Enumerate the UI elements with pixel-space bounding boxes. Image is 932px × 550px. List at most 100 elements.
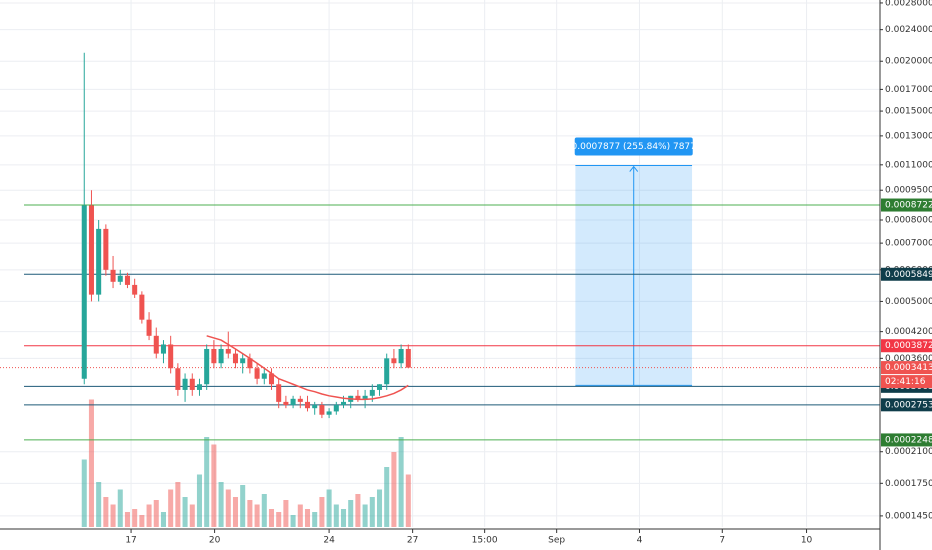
x-tick-label: 20 [209, 536, 221, 546]
y-tick-label: 0.0013000 [885, 131, 932, 141]
volume-bar [88, 399, 94, 527]
volume-bar [247, 500, 253, 527]
volume-bar [340, 509, 347, 527]
x-tick-label: 10 [801, 536, 813, 546]
volume-bar [146, 504, 152, 527]
level-tag-bg [881, 198, 932, 212]
level-tag: 0.0005849 [885, 270, 932, 280]
volume-bar [405, 474, 411, 527]
candle-body [312, 405, 318, 409]
candle-body [110, 269, 116, 282]
candle-body [355, 395, 361, 399]
candle-body [225, 348, 231, 354]
candle-body [369, 389, 375, 396]
candle-body [391, 358, 397, 364]
volume-bar [103, 497, 109, 527]
x-tick-label: 4 [637, 536, 643, 546]
y-tick-label: 0.0008000 [885, 215, 932, 225]
volume-bar [110, 504, 116, 527]
volume-bar [160, 512, 166, 527]
level-tag: 0.0003872 [885, 341, 932, 351]
candle-body [124, 275, 130, 285]
candle-body [297, 398, 303, 402]
volume-bar [326, 489, 332, 527]
volume-bar [398, 437, 404, 527]
volume-bar [168, 489, 174, 527]
moving-average [206, 335, 409, 401]
candle-body [290, 398, 296, 406]
volume-bar [348, 500, 354, 527]
level-tag: 0.0008722 [885, 201, 932, 211]
candle-body [96, 228, 102, 295]
volume-bar [139, 515, 145, 527]
volume-bar [261, 494, 267, 527]
y-tick-label: 0.0003600 [885, 354, 932, 364]
candle-body [88, 205, 94, 295]
last-price-tag: 0.0003413 [885, 363, 932, 373]
volume-bar [384, 467, 390, 527]
measure-label-bg [574, 137, 693, 156]
y-tick-label: 0.0020000 [885, 57, 932, 67]
volume-bar [362, 504, 368, 527]
x-tick-label: 24 [323, 536, 335, 546]
candle-body [326, 411, 332, 415]
x-tick-label: 7 [719, 536, 725, 546]
candle-body [362, 395, 368, 399]
candle-body [319, 405, 325, 415]
volume-bar [304, 509, 311, 527]
level-tag: 0.0002248 [885, 435, 932, 445]
candle-body [132, 284, 138, 295]
volume-bar [240, 485, 246, 527]
volume-bar [391, 452, 397, 527]
volume-bar [297, 504, 303, 527]
y-tick-label: 0.0009500 [885, 186, 932, 196]
volume-bar [182, 497, 188, 527]
volume-bar [132, 509, 138, 527]
candle-body [283, 401, 289, 406]
y-tick-label: 0.0001450 [885, 511, 932, 521]
x-tick-label: 17 [125, 536, 136, 546]
x-tick-label: Sep [548, 536, 565, 546]
candle-body [376, 384, 383, 390]
y-tick-label: 0.0028000 [885, 0, 932, 8]
candle-body [398, 348, 404, 364]
candle-body [189, 378, 195, 390]
volume-bar [254, 504, 260, 527]
level-tag-bg [881, 398, 932, 412]
y-tick-label: 0.0011000 [885, 160, 932, 170]
candle-body [333, 405, 339, 412]
candle-body [304, 401, 311, 409]
candle-body [81, 205, 87, 379]
level-tag-bg [881, 433, 932, 447]
candle-body [204, 348, 210, 385]
volume-bar [124, 512, 130, 527]
candle-body [254, 368, 260, 379]
candle-body [153, 335, 159, 354]
y-tick-label: 0.0001750 [885, 479, 932, 489]
y-tick-label: 0.0024000 [885, 25, 932, 35]
measure-label: 0.0007877 (255.84%) 7877 [572, 142, 696, 152]
candle-body [218, 348, 224, 364]
candle-body [340, 401, 347, 406]
x-tick-label: 27 [407, 536, 418, 546]
y-tick-label: 0.0015000 [885, 107, 932, 117]
volume-bar [204, 437, 210, 527]
candle-body [405, 348, 411, 368]
candle-body [168, 344, 174, 369]
y-tick-label: 0.0002100 [885, 447, 932, 457]
volume-bar [196, 474, 202, 527]
candle-body [196, 384, 202, 390]
volume-bar [218, 482, 224, 527]
volume-bar [81, 459, 87, 527]
candle-body [139, 294, 145, 320]
volume-bar [276, 512, 282, 527]
level-tag-bg [881, 339, 932, 353]
volume-bar [117, 489, 123, 527]
last-price-tag-bg [881, 361, 932, 375]
countdown-tag-bg [881, 375, 932, 389]
volume-bar [153, 500, 159, 527]
x-tick-label: 15:00 [472, 536, 498, 546]
candle-body [276, 384, 282, 402]
volume-bar [319, 497, 325, 527]
